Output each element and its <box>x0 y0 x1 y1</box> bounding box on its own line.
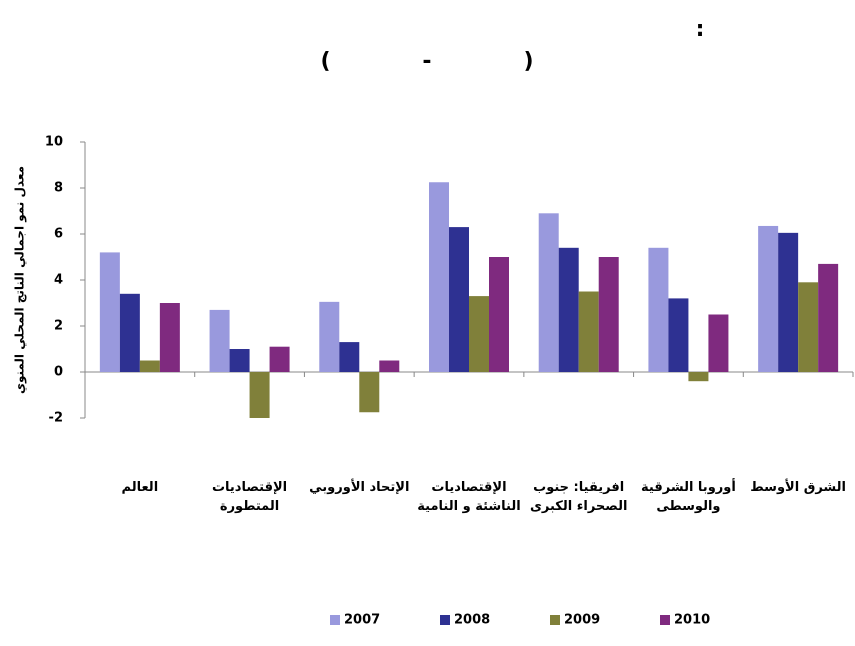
bar <box>598 257 619 372</box>
legend-swatch <box>330 615 340 625</box>
y-tick-label: 10 <box>45 135 63 150</box>
bar <box>119 293 140 372</box>
x-tick-label: الإتحاد الأوروبي <box>309 480 410 495</box>
x-tick-label: أوروبا الشرقية والوسطى <box>641 480 736 514</box>
bar <box>668 298 689 372</box>
bar <box>269 346 290 372</box>
bar <box>99 252 120 372</box>
bar <box>339 342 360 372</box>
bar <box>159 303 180 372</box>
bar <box>798 282 819 372</box>
bar <box>648 247 669 372</box>
chart-title: : <box>696 17 705 42</box>
bar <box>708 314 729 372</box>
bar <box>379 360 400 372</box>
legend-label: 2009 <box>564 613 600 628</box>
chart-subtitle: ( - ) <box>320 49 533 74</box>
bar <box>688 372 709 382</box>
bar <box>538 213 559 372</box>
legend-label: 2007 <box>344 613 380 628</box>
x-tick-label: العالم <box>121 480 159 495</box>
bar <box>359 372 380 413</box>
y-tick-label: 8 <box>54 181 63 196</box>
bar <box>209 309 230 372</box>
y-tick-label: 4 <box>54 273 63 288</box>
bar <box>578 291 599 372</box>
bar <box>758 225 779 372</box>
bar <box>818 263 839 372</box>
x-tick-label: الإقتصاديات المتطورة <box>211 480 288 514</box>
legend-label: 2008 <box>454 613 490 628</box>
y-axis-title: معدل نمو اجمالي الناتج المحلي المنوي <box>13 166 28 394</box>
legend-swatch <box>550 615 560 625</box>
x-tick-label: الشرق الأوسط <box>750 480 846 495</box>
y-tick-label: -2 <box>49 411 63 426</box>
legend-label: 2010 <box>674 613 710 628</box>
bar <box>489 257 509 372</box>
x-tick-label: افريقيا: جنوب الصحراء الكبرى <box>529 480 628 514</box>
bar <box>429 182 449 372</box>
y-tick-label: 0 <box>54 365 63 380</box>
bar <box>558 247 579 372</box>
legend-swatch <box>440 615 450 625</box>
y-tick-label: 6 <box>54 227 63 242</box>
bar <box>319 301 340 372</box>
bar <box>249 372 270 418</box>
y-tick-label: 2 <box>54 319 63 334</box>
bar <box>229 349 250 372</box>
bar <box>449 227 469 372</box>
bar <box>469 296 489 372</box>
legend-swatch <box>660 615 670 625</box>
bar <box>778 232 799 372</box>
x-tick-label: الإقتصاديات الناشئة و النامية <box>417 480 521 514</box>
bar <box>139 360 160 372</box>
